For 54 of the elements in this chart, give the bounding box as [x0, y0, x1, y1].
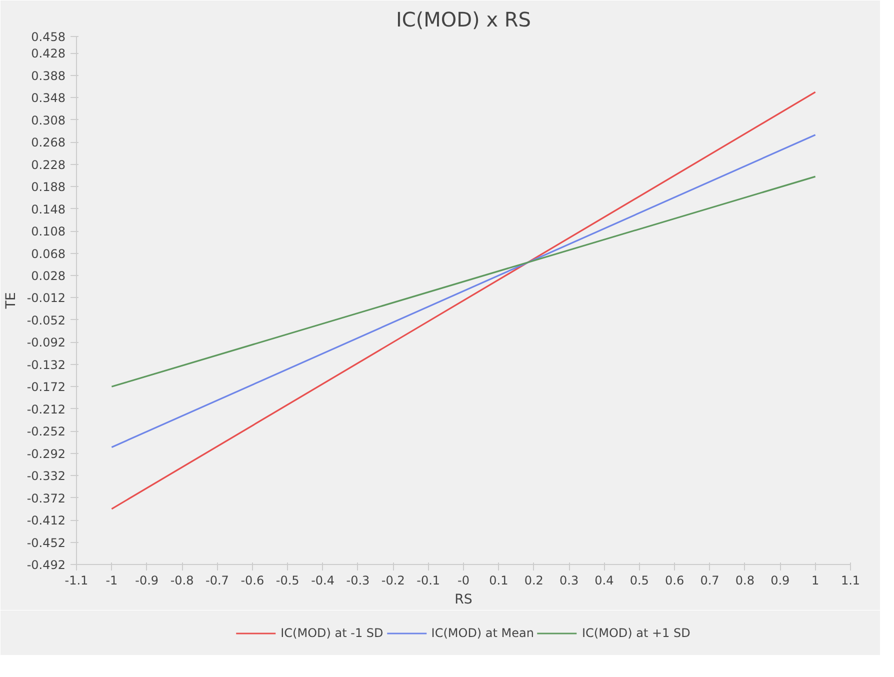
y-tick-label: 0.348 — [31, 91, 66, 106]
y-tick-label: 0.388 — [31, 68, 66, 83]
x-tick-label: -1 — [106, 574, 118, 588]
x-tick-label: -0.6 — [240, 574, 264, 588]
legend-label: IC(MOD) at Mean — [431, 626, 534, 640]
y-tick-label: 0.108 — [31, 224, 66, 239]
y-tick-label: 0.188 — [31, 180, 66, 194]
y-tick-label: -0.212 — [26, 402, 66, 416]
y-tick-label: -0.252 — [26, 424, 66, 439]
y-tick-label: 0.228 — [31, 158, 66, 172]
x-tick-label: -0.5 — [276, 574, 300, 588]
x-tick-label: 0.2 — [524, 574, 544, 588]
x-tick-label: -0.7 — [206, 574, 229, 588]
x-tick-label: 0.7 — [700, 574, 720, 588]
legend-label: IC(MOD) at -1 SD — [280, 626, 384, 640]
y-tick-label: 0.458 — [31, 30, 66, 44]
x-tick-label: 1.1 — [840, 574, 860, 588]
x-tick-label: 0.6 — [665, 574, 684, 588]
y-tick-label: 0.268 — [31, 136, 66, 150]
y-tick-label: 0.428 — [31, 46, 66, 61]
x-tick-label: -0.4 — [311, 574, 334, 588]
x-tick-label: -0.9 — [135, 574, 159, 588]
x-tick-label: 1 — [812, 574, 820, 588]
x-tick-label: 0.3 — [560, 574, 579, 588]
y-tick-label: -0.372 — [26, 491, 66, 506]
x-tick-label: -1.1 — [64, 574, 88, 588]
y-tick-label: 0.148 — [31, 202, 66, 216]
x-tick-label: 0.5 — [630, 574, 649, 588]
x-tick-label: -0 — [458, 574, 470, 588]
x-tick-label: 0.4 — [594, 574, 614, 588]
y-tick-label: -0.332 — [26, 469, 66, 484]
x-tick-label: 0.1 — [489, 574, 508, 588]
x-tick-label: 0.9 — [770, 574, 790, 588]
y-axis-title: TE — [4, 292, 19, 310]
y-tick-label: -0.052 — [26, 313, 66, 328]
y-tick-label: -0.452 — [26, 536, 66, 550]
x-axis-title: RS — [454, 592, 472, 608]
x-tick-label: 0.8 — [735, 574, 755, 588]
y-tick-label: 0.068 — [31, 246, 66, 261]
x-tick-label: -0.8 — [170, 574, 194, 588]
y-tick-label: 0.308 — [31, 113, 66, 128]
y-tick-label: -0.492 — [26, 558, 66, 572]
y-tick-label: -0.132 — [26, 358, 66, 372]
y-tick-label: 0.028 — [31, 268, 66, 283]
chart-title: IC(MOD) x RS — [396, 8, 532, 32]
y-tick-label: -0.012 — [26, 291, 66, 306]
x-tick-label: -0.1 — [416, 574, 440, 588]
x-tick-label: -0.3 — [346, 574, 370, 588]
y-tick-label: -0.292 — [26, 446, 66, 461]
y-tick-label: -0.092 — [26, 336, 66, 350]
y-tick-label: -0.412 — [26, 514, 66, 528]
legend-label: IC(MOD) at +1 SD — [582, 626, 690, 640]
x-tick-label: -0.2 — [381, 574, 405, 588]
y-tick-label: -0.172 — [26, 380, 66, 394]
